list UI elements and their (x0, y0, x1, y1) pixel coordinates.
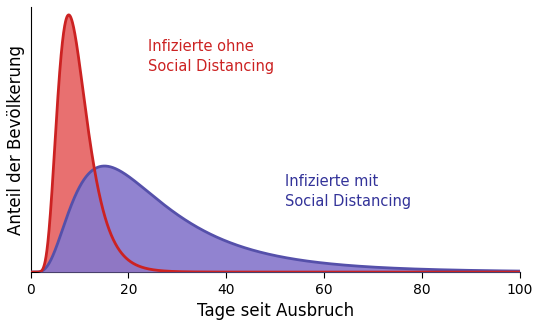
X-axis label: Tage seit Ausbruch: Tage seit Ausbruch (197, 302, 354, 320)
Text: Infizierte ohne
Social Distancing: Infizierte ohne Social Distancing (148, 39, 274, 74)
Text: Infizierte mit
Social Distancing: Infizierte mit Social Distancing (285, 174, 411, 209)
Y-axis label: Anteil der Bevölkerung: Anteil der Bevölkerung (7, 44, 25, 234)
